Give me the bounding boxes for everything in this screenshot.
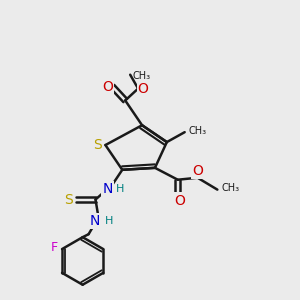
Text: S: S: [93, 138, 102, 152]
Text: N: N: [89, 214, 100, 228]
Text: CH₃: CH₃: [221, 183, 239, 193]
Text: CH₃: CH₃: [189, 126, 207, 136]
Text: O: O: [102, 80, 113, 94]
Text: H: H: [104, 216, 113, 226]
Text: F: F: [50, 241, 58, 254]
Text: O: O: [192, 164, 203, 178]
Text: CH₃: CH₃: [132, 71, 150, 81]
Text: O: O: [174, 194, 185, 208]
Text: S: S: [64, 193, 73, 206]
Text: H: H: [116, 184, 125, 194]
Text: O: O: [138, 82, 148, 96]
Text: N: N: [102, 182, 112, 196]
